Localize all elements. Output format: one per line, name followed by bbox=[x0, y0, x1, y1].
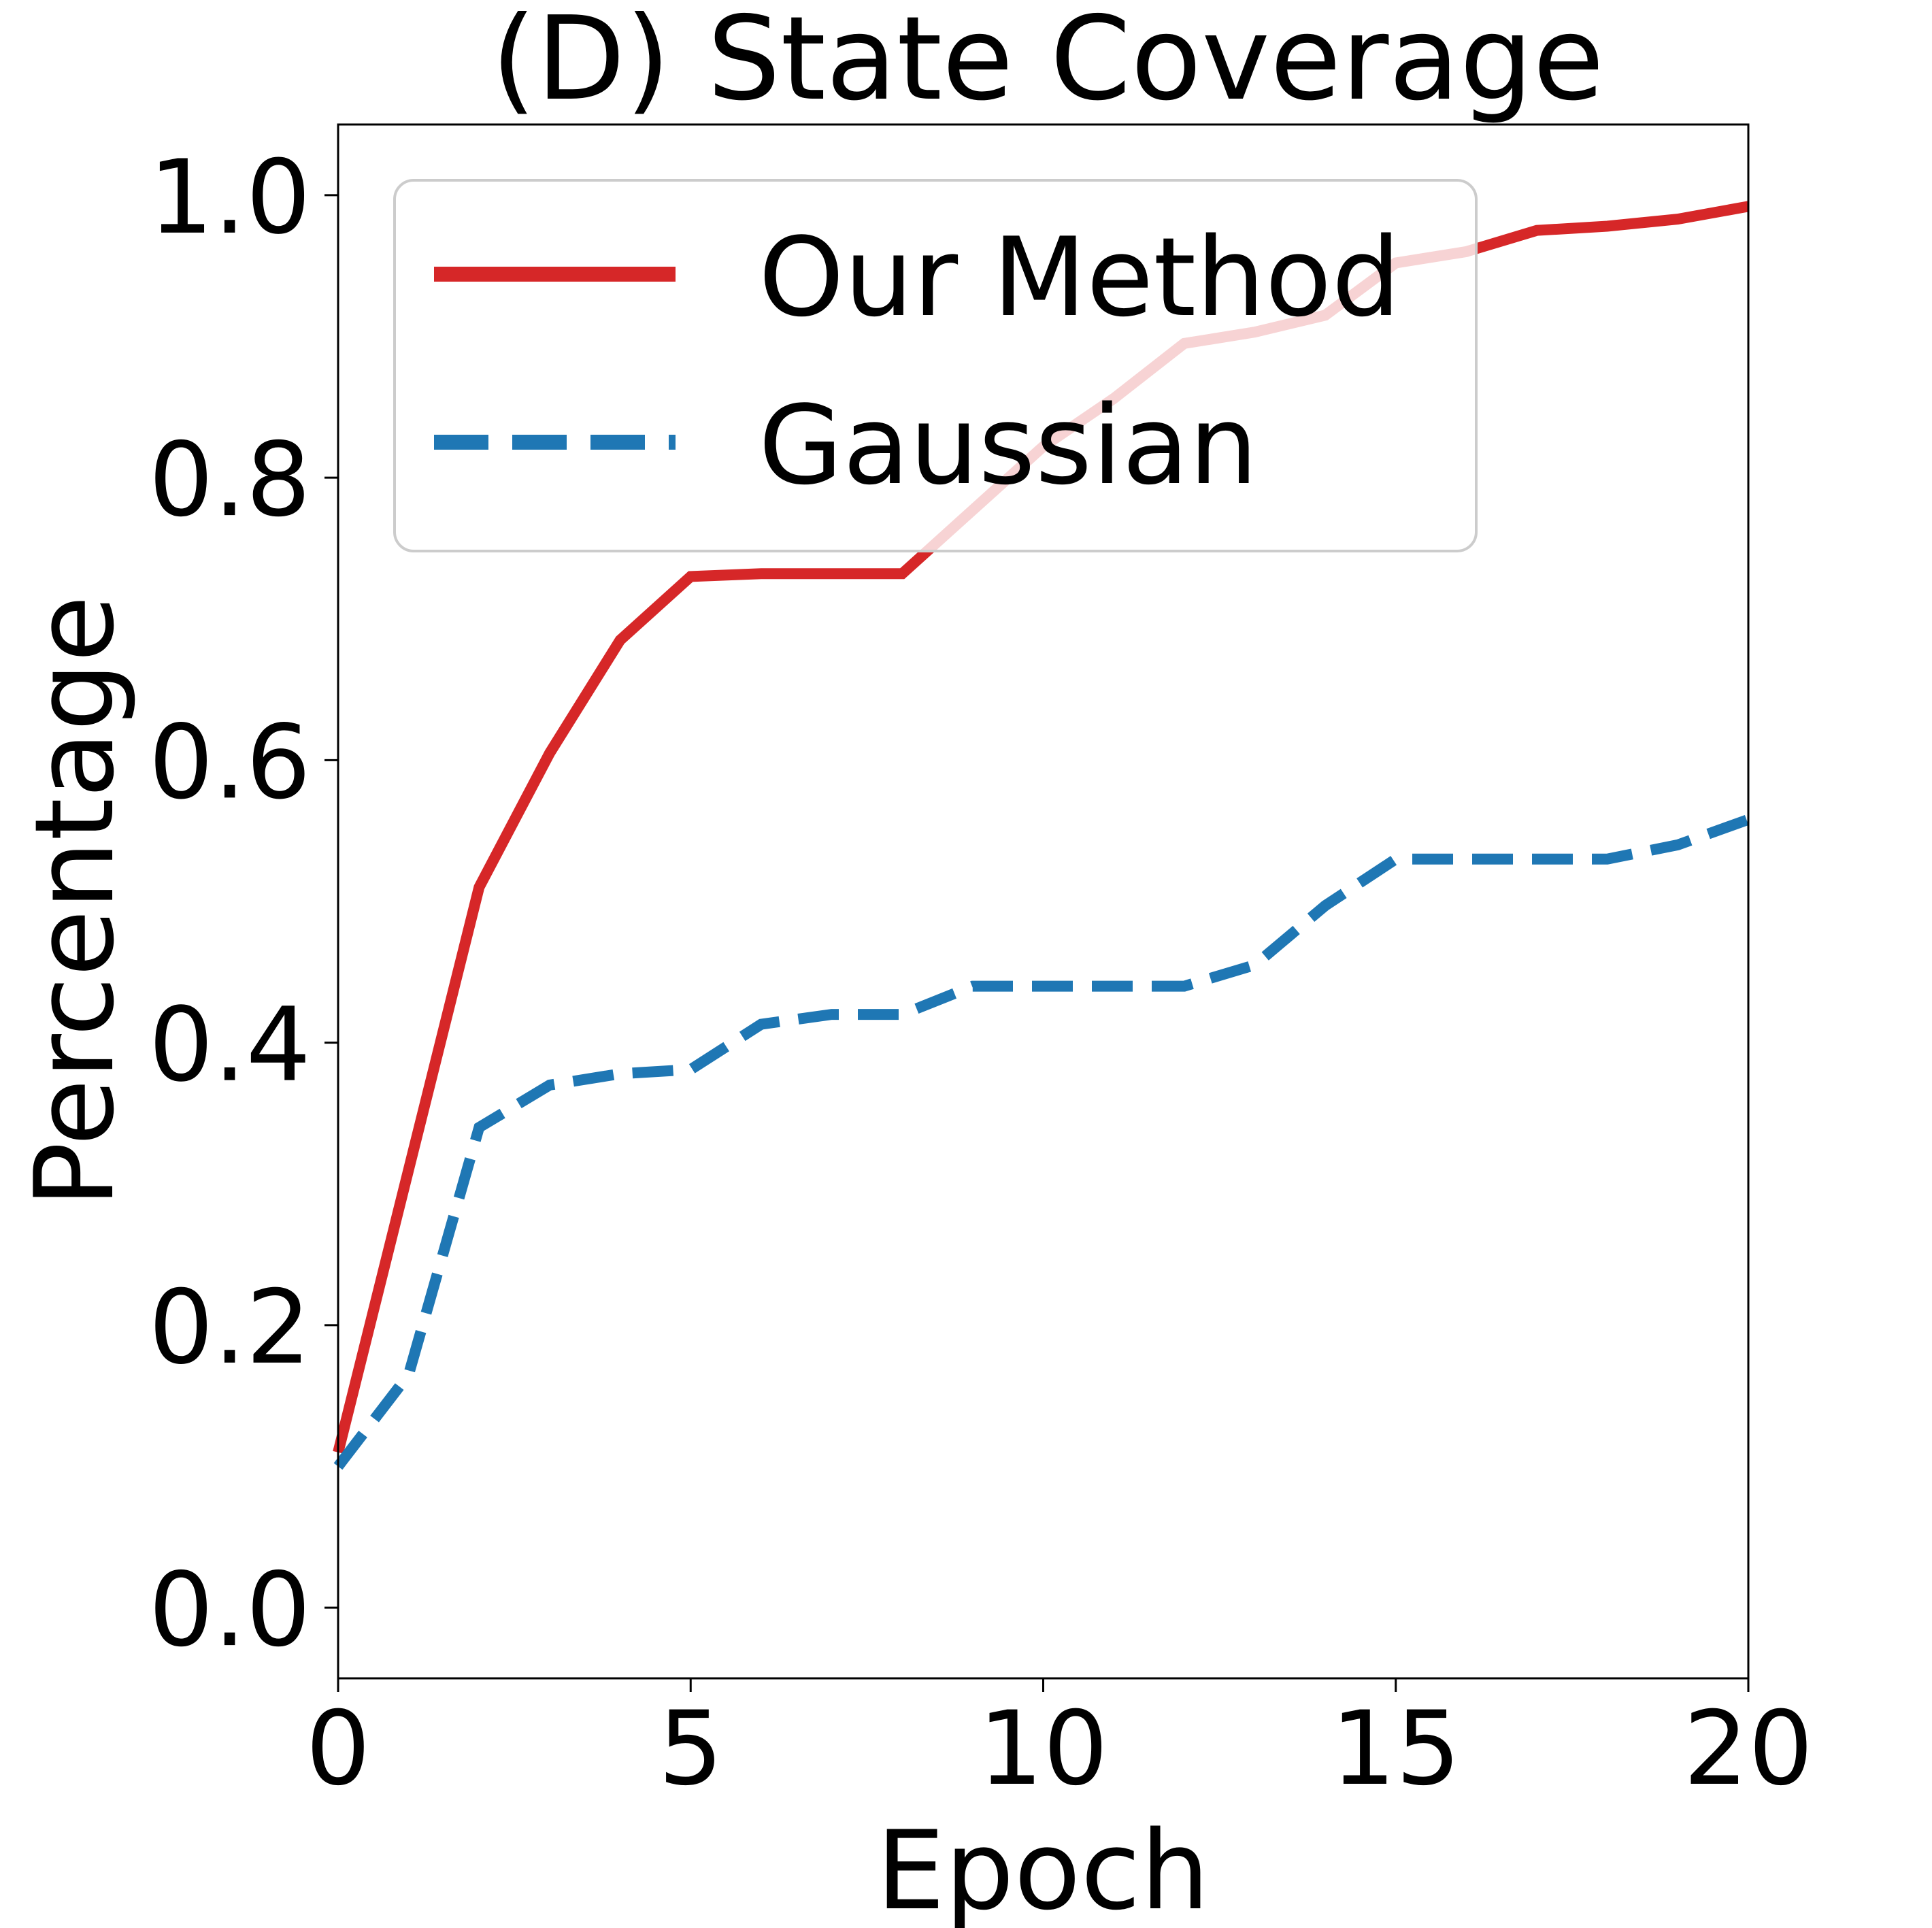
x-tick-label: 20 bbox=[1684, 1690, 1814, 1808]
x-tick-label: 10 bbox=[978, 1690, 1108, 1808]
y-tick-label: 0.2 bbox=[148, 1269, 311, 1387]
legend-label-gaussian: Gaussian bbox=[759, 382, 1258, 509]
y-tick-label: 0.8 bbox=[148, 421, 311, 539]
series-line-gaussian bbox=[333, 814, 1750, 1470]
y-tick-label: 0.0 bbox=[148, 1551, 311, 1669]
plot-frame bbox=[337, 123, 1750, 1680]
y-tick-label: 1.0 bbox=[148, 139, 311, 257]
x-tick-label: 5 bbox=[659, 1690, 723, 1808]
y-axis-label: Percentage bbox=[11, 595, 138, 1208]
x-tick-label: 0 bbox=[305, 1690, 370, 1808]
axes-layer: 0 5 10 15 20 0.0 0.2 0.4 0.6 0.8 1.0 bbox=[148, 139, 1813, 1808]
x-axis-label: Epoch bbox=[876, 1807, 1210, 1928]
legend: Our Method Gaussian bbox=[393, 179, 1478, 552]
chart-title: (D) State Coverage bbox=[491, 0, 1604, 127]
x-tick-label: 15 bbox=[1331, 1690, 1461, 1808]
y-tick-label: 0.6 bbox=[148, 703, 311, 822]
y-tick-label: 0.4 bbox=[148, 986, 311, 1105]
legend-label-our-method: Our Method bbox=[759, 214, 1401, 341]
